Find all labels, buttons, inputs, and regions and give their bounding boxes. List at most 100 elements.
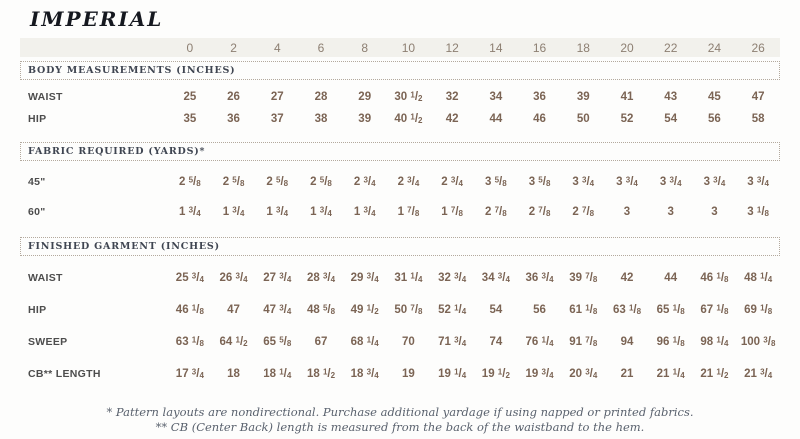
value-cell: 3 3/4 xyxy=(572,175,595,188)
value-cell: 67 1/8 xyxy=(700,303,729,316)
value-cell: 18 xyxy=(227,368,240,380)
value-cell: 3 3/4 xyxy=(703,175,726,188)
value-cell: 34 3/4 xyxy=(481,271,510,284)
table-row: WAIST 25 26 27 28 29 30 1/2 32 34 36 39 41 43 45 47 xyxy=(20,86,780,108)
value-cell: 54 xyxy=(664,113,678,125)
value-cell: 63 1/8 xyxy=(175,335,204,348)
value-cell: 2 3/4 xyxy=(441,175,463,188)
table-row: CB** LENGTH 17 3/4 18 18 1/4 18 1/2 18 3/4 19 1… xyxy=(20,358,780,390)
value-cell: 3 xyxy=(623,206,631,218)
value-cell: 3 3/4 xyxy=(616,175,638,188)
value-cell: 1 3/4 xyxy=(353,205,376,218)
value-cell: 2 5/8 xyxy=(266,175,289,188)
value-cell: 42 xyxy=(620,272,634,284)
row-label: 60" xyxy=(28,206,46,218)
value-cell: 91 7/8 xyxy=(569,335,598,348)
value-cell: 3 xyxy=(667,206,674,218)
value-cell: 18 1/2 xyxy=(306,367,336,380)
value-cell: 3 xyxy=(711,206,718,218)
footnotes: * Pattern layouts are nondirectional. Pu… xyxy=(20,405,780,435)
value-cell: 46 1/8 xyxy=(700,271,729,284)
value-cell: 18 3/4 xyxy=(350,367,379,380)
value-cell: 1 3/4 xyxy=(222,205,245,218)
table-sections: BODY MEASUREMENTS (INCHES) WAIST 25 26 27 28 2… xyxy=(20,61,780,390)
value-cell: 21 xyxy=(620,368,634,380)
value-cell: 36 3/4 xyxy=(525,271,554,284)
value-cell: 19 1/4 xyxy=(438,367,467,380)
value-cell: 63 1/8 xyxy=(612,303,642,316)
value-cell: 28 3/4 xyxy=(306,271,336,284)
value-cell: 18 1/4 xyxy=(263,367,292,380)
value-cell: 2 5/8 xyxy=(179,175,201,188)
value-cell: 19 1/2 xyxy=(481,367,510,380)
value-cell: 52 1/4 xyxy=(438,303,467,316)
value-cell: 64 1/2 xyxy=(219,335,248,348)
value-cell: 20 3/4 xyxy=(569,367,598,380)
value-cell: 27 3/4 xyxy=(263,271,292,284)
value-cell: 65 5/8 xyxy=(263,335,292,348)
value-cell: 45 xyxy=(708,91,721,103)
value-cell: 31 1/4 xyxy=(394,271,423,284)
value-cell: 1 3/4 xyxy=(266,205,289,218)
value-cell: 1 3/4 xyxy=(310,205,332,218)
value-cell: 71 3/4 xyxy=(438,335,467,348)
value-cell: 2 7/8 xyxy=(572,205,595,218)
value-cell: 38 xyxy=(314,113,328,125)
value-cell: 36 xyxy=(227,113,240,125)
value-cell: 2 5/8 xyxy=(310,175,332,188)
value-cell: 17 3/4 xyxy=(175,367,204,380)
value-cell: 2 7/8 xyxy=(528,205,551,218)
value-cell: 49 1/2 xyxy=(350,303,379,316)
value-cell: 44 xyxy=(664,272,678,284)
table-row: 60" 1 3/4 1 3/4 1 3/4 1 3/4 1 3/4 1 7/8 1 7/8 2 … xyxy=(20,197,780,227)
size-header-cell: 24 xyxy=(707,40,722,55)
value-cell: 3 5/8 xyxy=(485,175,507,188)
size-header-cell: 8 xyxy=(361,40,369,55)
value-cell: 50 7/8 xyxy=(394,303,423,316)
value-cell: 2 3/4 xyxy=(397,175,420,188)
size-chart-page: IMPERIAL 0 2 4 6 8 10 12 14 16 18 20 22 24 26 BODY ME… xyxy=(0,7,800,439)
value-cell: 100 3/8 xyxy=(740,335,776,348)
section-rows: 45" 2 5/8 2 5/8 2 5/8 2 5/8 2 3/4 2 3/4 2 3/4 3 … xyxy=(20,167,780,227)
row-label: SWEEP xyxy=(28,336,68,348)
value-cell: 29 3/4 xyxy=(350,271,379,284)
table-row: 45" 2 5/8 2 5/8 2 5/8 2 5/8 2 3/4 2 3/4 2 3/4 3 … xyxy=(20,167,780,197)
row-label: HIP xyxy=(28,113,47,125)
size-header-cell: 4 xyxy=(273,40,281,55)
value-cell: 39 xyxy=(576,91,590,103)
sizes-header-row: 0 2 4 6 8 10 12 14 16 18 20 22 24 26 xyxy=(20,38,780,57)
value-cell: 65 1/8 xyxy=(656,303,685,316)
value-cell: 47 xyxy=(227,304,240,316)
value-cell: 94 xyxy=(620,336,634,348)
value-cell: 44 xyxy=(489,113,503,125)
row-label: WAIST xyxy=(28,272,63,284)
value-cell: 28 xyxy=(314,91,328,103)
value-cell: 69 1/8 xyxy=(744,303,773,316)
value-cell: 76 1/4 xyxy=(525,335,554,348)
value-cell: 58 xyxy=(751,113,765,125)
value-cell: 52 xyxy=(620,113,634,125)
value-cell: 34 xyxy=(489,91,503,103)
value-cell: 3 3/4 xyxy=(747,175,769,188)
section-rows: WAIST 25 26 27 28 29 30 1/2 32 34 36 39 41 43 45 47 HIP… xyxy=(20,86,780,130)
value-cell: 74 xyxy=(489,336,503,348)
value-cell: 21 1/4 xyxy=(656,367,685,380)
size-header-cell: 0 xyxy=(186,40,194,55)
section-heading: FABRIC REQUIRED (YARDS)* xyxy=(20,142,780,161)
value-cell: 42 xyxy=(445,113,459,125)
size-header-cell: 18 xyxy=(576,40,590,55)
value-cell: 32 xyxy=(445,91,459,103)
value-cell: 98 1/4 xyxy=(700,335,729,348)
size-header-cell: 10 xyxy=(401,40,416,55)
value-cell: 25 3/4 xyxy=(175,271,204,284)
value-cell: 26 xyxy=(227,91,240,103)
value-cell: 19 xyxy=(402,368,415,380)
value-cell: 26 3/4 xyxy=(219,271,248,284)
value-cell: 70 xyxy=(402,336,415,348)
table-section: BODY MEASUREMENTS (INCHES) WAIST 25 26 27 28 2… xyxy=(20,61,780,130)
size-header-cell: 6 xyxy=(317,40,325,55)
size-header-cell: 22 xyxy=(664,40,678,55)
value-cell: 41 xyxy=(620,91,634,103)
value-cell: 19 3/4 xyxy=(525,367,554,380)
size-header-cell: 20 xyxy=(620,40,634,55)
